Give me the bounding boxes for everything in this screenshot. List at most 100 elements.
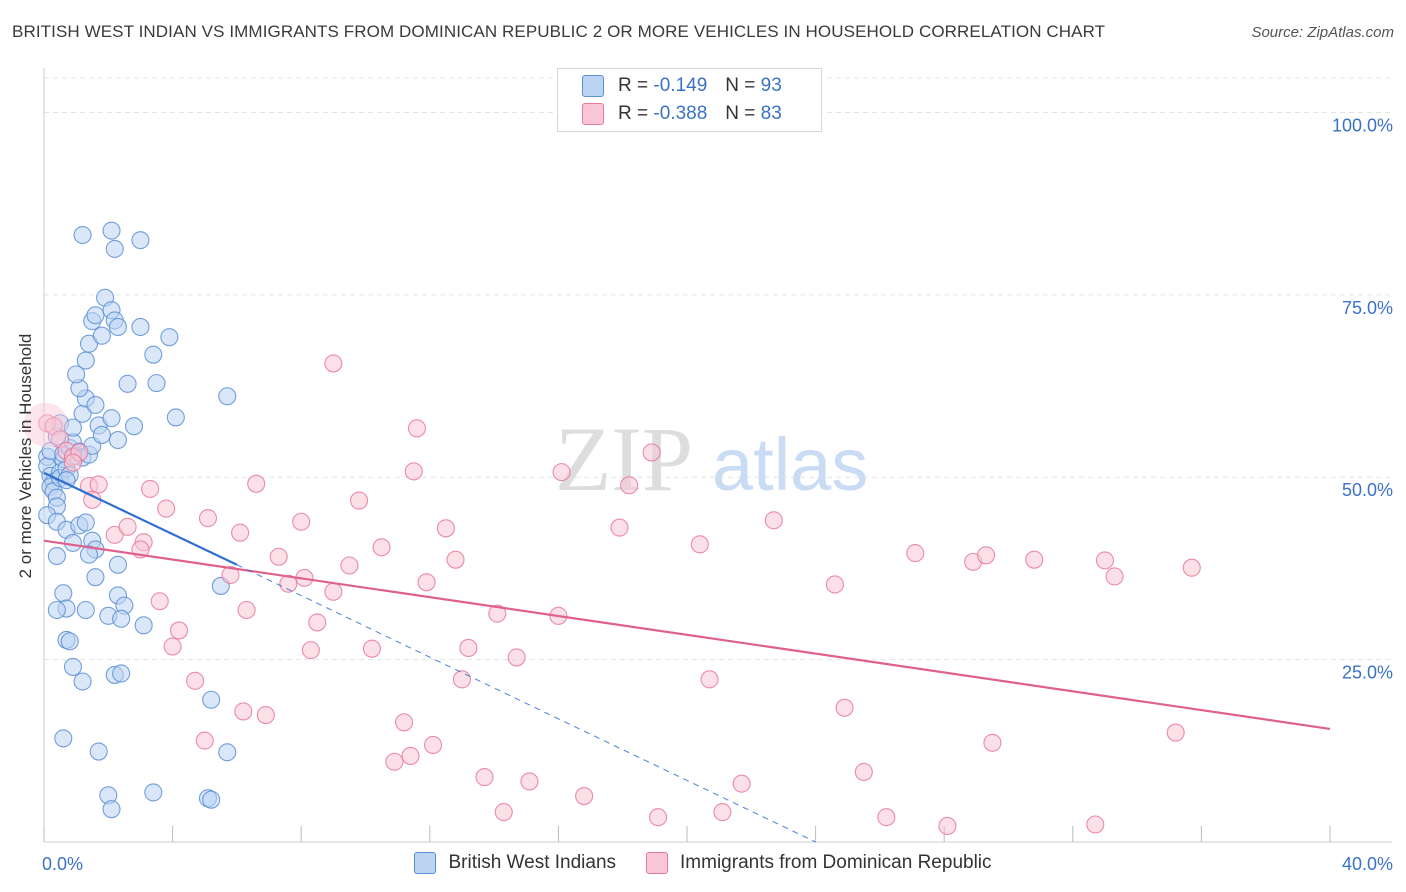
trend-line-british-west-indians [43, 471, 238, 566]
legend-item-dominican-republic[interactable]: Immigrants from Dominican Republic [646, 852, 992, 874]
point-british-west-indian [144, 345, 163, 364]
point-british-west-indian [73, 225, 92, 245]
point-british-west-indian [124, 417, 144, 436]
point-dominican-republic [150, 592, 169, 611]
point-british-west-indian [112, 664, 131, 683]
point-british-west-indian [54, 584, 73, 603]
point-dominican-republic [854, 762, 873, 782]
point-dominican-republic [552, 463, 571, 482]
point-british-west-indian [89, 742, 108, 761]
point-british-west-indian [47, 600, 66, 620]
point-british-west-indian [73, 672, 92, 691]
point-dominican-republic [231, 523, 250, 542]
series-legend: British West Indians Immigrants from Dom… [0, 852, 1406, 874]
point-dominican-republic [575, 786, 594, 806]
point-dominican-republic [976, 546, 996, 565]
correlation-legend: R = -0.149 N = 93 R = -0.388 N = 83 [557, 68, 822, 132]
tick-labels: 100.0% 75.0% 50.0% 25.0% 0.0% 40.0% [42, 115, 1393, 874]
point-british-west-indian [166, 408, 185, 427]
point-dominican-republic [520, 772, 539, 791]
point-dominican-republic [279, 574, 298, 593]
legend-item-british-west-indians[interactable]: British West Indians [414, 852, 616, 874]
point-dominican-republic [169, 621, 189, 640]
point-dominican-republic [118, 517, 137, 536]
legend-r-label: R = [618, 75, 649, 96]
point-british-west-indian [60, 632, 79, 651]
x-tick-label-max: 40.0% [1342, 854, 1393, 874]
point-british-west-indian [105, 239, 124, 258]
point-dominican-republic [906, 544, 925, 563]
point-dominican-republic [1095, 551, 1114, 570]
trend-line-dominican-republic [43, 539, 1331, 731]
point-dominican-republic [1166, 723, 1185, 742]
point-british-west-indian [108, 555, 127, 574]
point-dominican-republic [163, 637, 182, 656]
legend-r-value-pink: -0.388 [653, 103, 708, 124]
point-dominican-republic [488, 604, 507, 623]
point-british-west-indian [202, 790, 221, 809]
point-british-west-indian [102, 221, 121, 240]
legend-row-british-west-indians: R = -0.149 N = 93 [582, 74, 782, 98]
point-dominican-republic [301, 641, 320, 660]
point-dominican-republic [234, 702, 253, 721]
point-dominican-republic [877, 808, 896, 827]
legend-n-label: N = [725, 75, 756, 96]
point-british-west-indian [76, 351, 95, 370]
point-dominican-republic [610, 518, 629, 537]
point-dominican-republic [324, 354, 343, 373]
point-british-west-indian [202, 690, 221, 709]
legend-n-label: N = [725, 103, 756, 124]
point-dominican-republic-large [23, 402, 68, 447]
point-british-west-indian [47, 546, 66, 566]
point-dominican-republic [764, 511, 783, 530]
point-british-west-indian [218, 387, 237, 406]
point-dominican-republic [494, 803, 513, 822]
point-dominican-republic [423, 735, 443, 755]
point-british-west-indian [102, 409, 121, 428]
point-dominican-republic [825, 575, 844, 594]
point-dominican-republic [507, 648, 526, 667]
y-axis-label: 2 or more Vehicles in Household [16, 333, 35, 579]
legend-r-value-blue: -0.149 [653, 75, 708, 96]
point-british-west-indian [76, 600, 95, 620]
point-british-west-indian [63, 533, 82, 552]
legend-n-value-blue: 93 [760, 75, 782, 96]
point-dominican-republic [1105, 567, 1124, 586]
point-dominican-republic [475, 768, 494, 787]
point-dominican-republic [401, 746, 420, 765]
point-dominican-republic [63, 453, 82, 472]
point-dominican-republic [690, 535, 709, 554]
legend-swatch-blue [414, 852, 437, 874]
point-british-west-indian [63, 657, 82, 676]
point-dominican-republic [417, 573, 436, 592]
point-british-west-indian [86, 568, 105, 587]
watermark-atlas: atlas [712, 423, 868, 506]
point-british-west-indian [144, 783, 163, 802]
point-british-west-indian [86, 395, 105, 415]
point-british-west-indian [147, 374, 166, 393]
point-dominican-republic [436, 519, 455, 538]
legend-label-dominican-republic: Immigrants from Dominican Republic [680, 852, 992, 873]
point-british-west-indian [118, 374, 137, 393]
point-british-west-indian [108, 430, 127, 450]
source-label: Source: ZipAtlas.com [1251, 24, 1394, 41]
point-dominican-republic [732, 774, 751, 793]
point-dominican-republic [237, 600, 256, 620]
point-british-west-indian [79, 545, 99, 564]
point-dominican-republic [340, 556, 359, 575]
point-dominican-republic [350, 491, 369, 510]
point-british-west-indian [76, 513, 95, 532]
point-dominican-republic [395, 713, 414, 732]
point-british-west-indian [67, 365, 86, 384]
point-dominican-republic [292, 512, 311, 531]
point-dominican-republic [186, 671, 205, 690]
point-dominican-republic [385, 752, 404, 771]
point-dominican-republic [407, 419, 426, 438]
legend-swatch-pink [582, 103, 604, 125]
watermark-zip: ZIP [555, 408, 693, 510]
point-dominican-republic [221, 565, 240, 585]
point-dominican-republic [404, 462, 423, 481]
point-dominican-republic [938, 816, 957, 836]
point-british-west-indian [131, 231, 150, 250]
point-british-west-indian [92, 425, 111, 444]
